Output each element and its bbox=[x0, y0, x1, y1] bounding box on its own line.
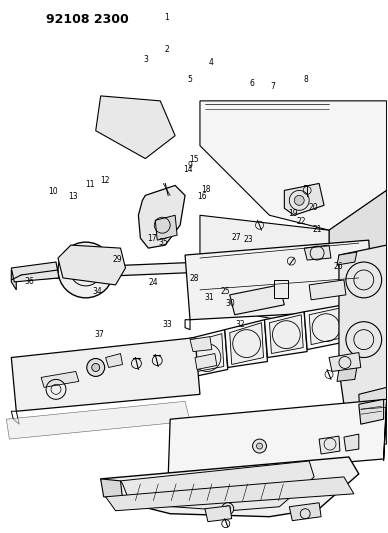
Polygon shape bbox=[11, 255, 374, 280]
Text: 29: 29 bbox=[112, 255, 122, 264]
Circle shape bbox=[256, 443, 263, 449]
Polygon shape bbox=[269, 315, 303, 353]
Text: 23: 23 bbox=[243, 236, 253, 245]
Text: 3: 3 bbox=[144, 55, 148, 64]
Polygon shape bbox=[139, 185, 185, 248]
Polygon shape bbox=[58, 245, 125, 285]
Polygon shape bbox=[344, 434, 359, 451]
Text: 21: 21 bbox=[312, 225, 322, 234]
Circle shape bbox=[78, 262, 94, 278]
Polygon shape bbox=[284, 183, 324, 215]
Text: 5: 5 bbox=[188, 75, 192, 84]
Circle shape bbox=[253, 439, 267, 453]
Polygon shape bbox=[230, 285, 284, 315]
Text: 18: 18 bbox=[201, 185, 210, 194]
Text: 27: 27 bbox=[232, 233, 241, 242]
Polygon shape bbox=[309, 308, 343, 345]
Text: 37: 37 bbox=[95, 330, 104, 339]
Text: 36: 36 bbox=[24, 277, 34, 286]
Text: 16: 16 bbox=[197, 192, 206, 201]
Text: 32: 32 bbox=[236, 320, 245, 329]
Circle shape bbox=[92, 364, 100, 372]
Polygon shape bbox=[205, 506, 232, 522]
Text: 25: 25 bbox=[220, 287, 230, 296]
Polygon shape bbox=[337, 367, 357, 382]
Text: 34: 34 bbox=[93, 287, 102, 296]
Circle shape bbox=[58, 242, 114, 298]
Polygon shape bbox=[6, 401, 190, 439]
Polygon shape bbox=[185, 330, 228, 377]
Circle shape bbox=[222, 503, 234, 515]
Text: 12: 12 bbox=[100, 176, 110, 185]
Polygon shape bbox=[329, 190, 386, 330]
Polygon shape bbox=[190, 334, 224, 373]
Text: 8: 8 bbox=[303, 75, 308, 84]
Polygon shape bbox=[106, 477, 354, 511]
Polygon shape bbox=[155, 215, 177, 240]
Polygon shape bbox=[339, 245, 386, 404]
Text: 11: 11 bbox=[85, 180, 95, 189]
Text: 31: 31 bbox=[204, 293, 214, 302]
Text: 2: 2 bbox=[165, 45, 170, 54]
Text: 17: 17 bbox=[147, 235, 156, 244]
Polygon shape bbox=[11, 262, 59, 282]
Text: 24: 24 bbox=[149, 278, 158, 287]
Text: 7: 7 bbox=[270, 82, 275, 91]
Polygon shape bbox=[200, 101, 386, 230]
Text: 1: 1 bbox=[165, 13, 170, 22]
Polygon shape bbox=[329, 352, 361, 372]
Text: 4: 4 bbox=[209, 58, 214, 67]
Polygon shape bbox=[190, 337, 212, 352]
Polygon shape bbox=[106, 353, 123, 367]
Polygon shape bbox=[265, 312, 307, 358]
Polygon shape bbox=[319, 436, 340, 454]
Polygon shape bbox=[121, 461, 314, 511]
Circle shape bbox=[87, 359, 105, 376]
Text: 30: 30 bbox=[226, 299, 236, 308]
Polygon shape bbox=[225, 320, 267, 367]
Polygon shape bbox=[41, 372, 79, 387]
Polygon shape bbox=[289, 503, 321, 521]
Bar bbox=[274, 280, 288, 298]
Text: 22: 22 bbox=[296, 217, 306, 226]
Polygon shape bbox=[304, 305, 347, 350]
Polygon shape bbox=[200, 215, 329, 330]
Polygon shape bbox=[304, 245, 331, 260]
Polygon shape bbox=[337, 252, 357, 265]
Text: 15: 15 bbox=[189, 155, 199, 164]
Polygon shape bbox=[371, 424, 386, 446]
Text: 10: 10 bbox=[48, 187, 58, 196]
Text: 28: 28 bbox=[189, 273, 199, 282]
Polygon shape bbox=[100, 479, 123, 499]
Text: 9: 9 bbox=[188, 161, 192, 170]
Text: 33: 33 bbox=[162, 320, 172, 329]
Polygon shape bbox=[185, 240, 374, 320]
Circle shape bbox=[294, 196, 304, 205]
Polygon shape bbox=[230, 322, 263, 365]
Polygon shape bbox=[195, 353, 217, 369]
Polygon shape bbox=[168, 399, 386, 477]
Text: 14: 14 bbox=[184, 166, 193, 174]
Polygon shape bbox=[309, 280, 346, 300]
Text: 26: 26 bbox=[334, 262, 343, 271]
Polygon shape bbox=[359, 387, 386, 431]
Text: 92108 2300: 92108 2300 bbox=[46, 13, 129, 26]
Text: 35: 35 bbox=[158, 238, 168, 247]
Polygon shape bbox=[96, 96, 175, 158]
Text: 20: 20 bbox=[308, 203, 318, 212]
Polygon shape bbox=[100, 457, 359, 516]
Text: 19: 19 bbox=[289, 209, 298, 218]
Polygon shape bbox=[359, 399, 384, 424]
Polygon shape bbox=[11, 270, 16, 290]
Polygon shape bbox=[354, 417, 376, 436]
Polygon shape bbox=[11, 337, 200, 411]
Polygon shape bbox=[369, 255, 374, 275]
Text: 6: 6 bbox=[249, 79, 254, 88]
Text: 13: 13 bbox=[68, 192, 78, 201]
